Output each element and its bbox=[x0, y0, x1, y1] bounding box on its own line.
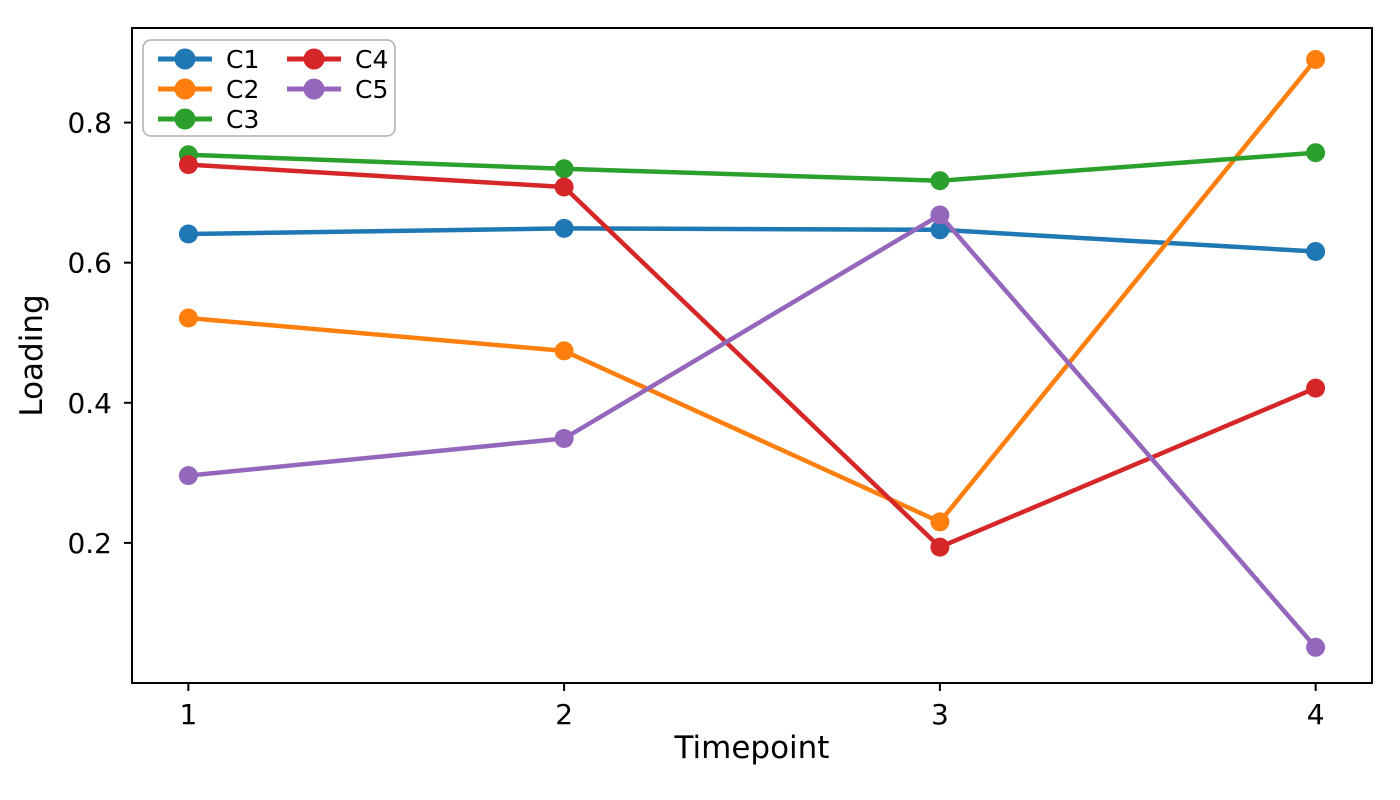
data-point-C5 bbox=[178, 466, 198, 486]
y-tick-label: 0.2 bbox=[67, 527, 112, 560]
legend-marker-C4 bbox=[303, 48, 325, 70]
data-point-C5 bbox=[930, 205, 950, 225]
series-lines bbox=[178, 50, 1326, 657]
legend-label-C5: C5 bbox=[355, 75, 388, 104]
data-point-C1 bbox=[178, 224, 198, 244]
data-point-C3 bbox=[930, 171, 950, 191]
data-point-C2 bbox=[554, 341, 574, 361]
y-tick-label: 0.8 bbox=[67, 107, 112, 140]
legend-marker-C3 bbox=[174, 108, 196, 130]
data-point-C2 bbox=[1306, 50, 1326, 69]
legend-marker-C1 bbox=[174, 48, 196, 70]
legend-label-C2: C2 bbox=[226, 75, 259, 104]
plot-area bbox=[131, 27, 1373, 684]
x-tick-label: 3 bbox=[931, 698, 949, 731]
data-point-C4 bbox=[554, 177, 574, 197]
data-point-C1 bbox=[930, 220, 950, 240]
series-line-C2 bbox=[186, 57, 1318, 525]
data-point-C1 bbox=[1306, 242, 1326, 261]
data-point-C3 bbox=[554, 159, 574, 179]
legend-box bbox=[142, 39, 396, 137]
legend-marker-C5 bbox=[303, 78, 325, 100]
data-point-C5 bbox=[554, 429, 574, 448]
legend-label-C1: C1 bbox=[226, 45, 259, 74]
legend-marker-C2 bbox=[174, 78, 196, 100]
data-point-C2 bbox=[930, 512, 950, 532]
data-point-C1 bbox=[554, 218, 574, 238]
data-point-C4 bbox=[178, 155, 198, 175]
data-point-C4 bbox=[1306, 378, 1326, 398]
legend-label-C4: C4 bbox=[355, 45, 388, 74]
series-line-C5 bbox=[186, 212, 1318, 650]
x-tick-label: 1 bbox=[179, 698, 197, 731]
axis-ticks: 0.2 0.4 0.6 0.8 1 2 3 4 bbox=[67, 107, 1324, 731]
series-line-C3 bbox=[186, 150, 1318, 183]
series-line-C1 bbox=[186, 226, 1318, 254]
y-axis-label: Loading bbox=[14, 294, 50, 416]
data-point-C5 bbox=[1306, 637, 1326, 657]
x-tick-label: 2 bbox=[555, 698, 573, 731]
y-tick-label: 0.4 bbox=[67, 387, 112, 420]
y-tick-label: 0.6 bbox=[67, 247, 112, 280]
legend-label-C3: C3 bbox=[226, 105, 259, 134]
x-axis-label: Timepoint bbox=[674, 730, 830, 766]
x-tick-label: 4 bbox=[1307, 698, 1325, 731]
data-point-C3 bbox=[1306, 143, 1326, 163]
series-line-C4 bbox=[186, 162, 1318, 550]
data-point-C4 bbox=[930, 537, 950, 557]
data-point-C2 bbox=[178, 308, 198, 328]
